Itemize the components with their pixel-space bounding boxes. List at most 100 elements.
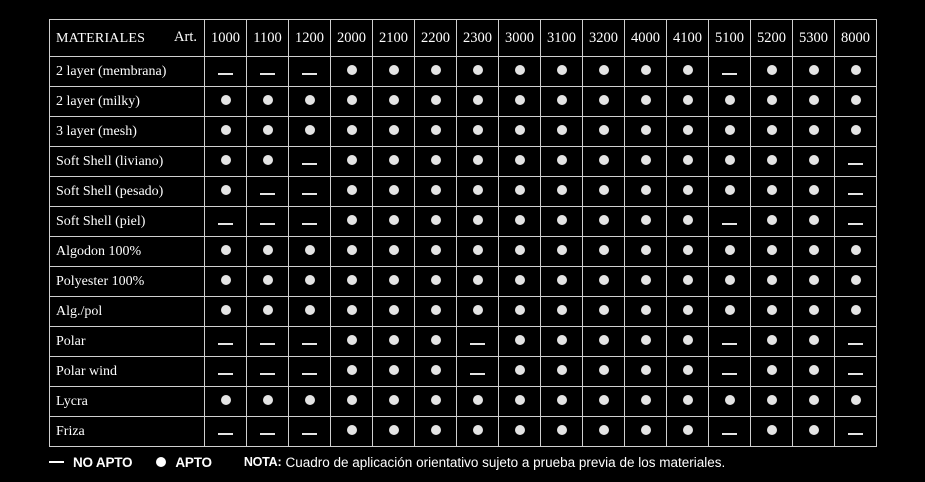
apto-dot-icon [766, 64, 777, 75]
apto-dot-icon [808, 154, 819, 165]
suitability-cell [666, 146, 709, 177]
apto-dot-icon [640, 394, 651, 405]
apto-dot-icon [724, 394, 735, 405]
suitability-cell [624, 116, 667, 147]
table-row: Soft Shell (piel) [49, 206, 877, 237]
apto-dot-icon [766, 394, 777, 405]
apto-dot-icon [766, 94, 777, 105]
no-apto-dash-icon [848, 373, 863, 375]
article-header-5100: 5100 [708, 19, 751, 57]
apto-dot-icon [640, 184, 651, 195]
material-name: Friza [49, 416, 205, 447]
suitability-cell [330, 416, 373, 447]
apto-dot-icon [808, 124, 819, 135]
article-header-2200: 2200 [414, 19, 457, 57]
suitability-cell [204, 86, 247, 117]
suitability-cell [288, 236, 331, 267]
suitability-cell [498, 116, 541, 147]
apto-dot-icon [766, 304, 777, 315]
suitability-cell [540, 266, 583, 297]
apto-dot-icon [262, 394, 273, 405]
apto-dot-icon [598, 274, 609, 285]
suitability-cell [414, 296, 457, 327]
no-apto-dash-icon [302, 163, 317, 165]
no-apto-label: NO APTO [73, 454, 133, 470]
apto-dot-icon [514, 274, 525, 285]
suitability-cell [372, 116, 415, 147]
suitability-cell [288, 386, 331, 417]
no-apto-dash-icon [470, 373, 485, 375]
suitability-cell [498, 386, 541, 417]
suitability-cell [330, 116, 373, 147]
apto-dot-icon [262, 304, 273, 315]
no-apto-dash-icon [302, 373, 317, 375]
apto-dot-icon [724, 244, 735, 255]
apto-dot-icon [472, 394, 483, 405]
suitability-cell [540, 116, 583, 147]
suitability-cell [792, 266, 835, 297]
apto-dot-icon [556, 424, 567, 435]
no-apto-dash-icon [722, 433, 737, 435]
suitability-cell [750, 326, 793, 357]
suitability-cell [540, 236, 583, 267]
apto-dot-icon [682, 334, 693, 345]
suitability-cell [246, 416, 289, 447]
apto-dot-icon [388, 394, 399, 405]
no-apto-dash-icon [722, 223, 737, 225]
apto-dot-icon [220, 124, 231, 135]
apto-dot-icon [556, 274, 567, 285]
suitability-cell [834, 416, 877, 447]
suitability-cell [330, 386, 373, 417]
apto-dot-icon [388, 214, 399, 225]
suitability-cell [372, 416, 415, 447]
dot-icon [156, 457, 167, 467]
suitability-cell [456, 236, 499, 267]
suitability-cell [708, 266, 751, 297]
apto-dot-icon [430, 394, 441, 405]
apto-dot-icon [724, 184, 735, 195]
apto-dot-icon [514, 244, 525, 255]
suitability-cell [330, 176, 373, 207]
suitability-cell [246, 146, 289, 177]
suitability-cell [750, 56, 793, 87]
suitability-cell [204, 146, 247, 177]
suitability-cell [498, 206, 541, 237]
no-apto-dash-icon [260, 223, 275, 225]
apto-dot-icon [514, 64, 525, 75]
material-name: 3 layer (mesh) [49, 116, 205, 147]
apto-dot-icon [472, 274, 483, 285]
apto-dot-icon [430, 424, 441, 435]
apto-dot-icon [766, 364, 777, 375]
article-header-3200: 3200 [582, 19, 625, 57]
apto-dot-icon [388, 94, 399, 105]
apto-dot-icon [388, 304, 399, 315]
apto-dot-icon [388, 184, 399, 195]
article-header-1100: 1100 [246, 19, 289, 57]
apto-dot-icon [808, 214, 819, 225]
apto-dot-icon [262, 244, 273, 255]
suitability-cell [498, 356, 541, 387]
suitability-cell [414, 326, 457, 357]
table-row: 3 layer (mesh) [49, 116, 877, 147]
suitability-cell [750, 386, 793, 417]
suitability-cell [708, 146, 751, 177]
suitability-cell [750, 176, 793, 207]
apto-dot-icon [430, 274, 441, 285]
apto-dot-icon [808, 304, 819, 315]
apto-dot-icon [472, 154, 483, 165]
suitability-cell [582, 416, 625, 447]
apto-dot-icon [430, 334, 441, 345]
apto-dot-icon [430, 94, 441, 105]
apto-dot-icon [472, 214, 483, 225]
apto-dot-icon [640, 274, 651, 285]
table-row: Polar [49, 326, 877, 357]
suitability-cell [582, 326, 625, 357]
article-header-5300: 5300 [792, 19, 835, 57]
materials-header: MATERIALES [56, 30, 146, 46]
suitability-cell [750, 416, 793, 447]
table-row: Friza [49, 416, 877, 447]
apto-dot-icon [850, 244, 861, 255]
apto-dot-icon [640, 154, 651, 165]
apto-dot-icon [766, 154, 777, 165]
apto-dot-icon [388, 244, 399, 255]
